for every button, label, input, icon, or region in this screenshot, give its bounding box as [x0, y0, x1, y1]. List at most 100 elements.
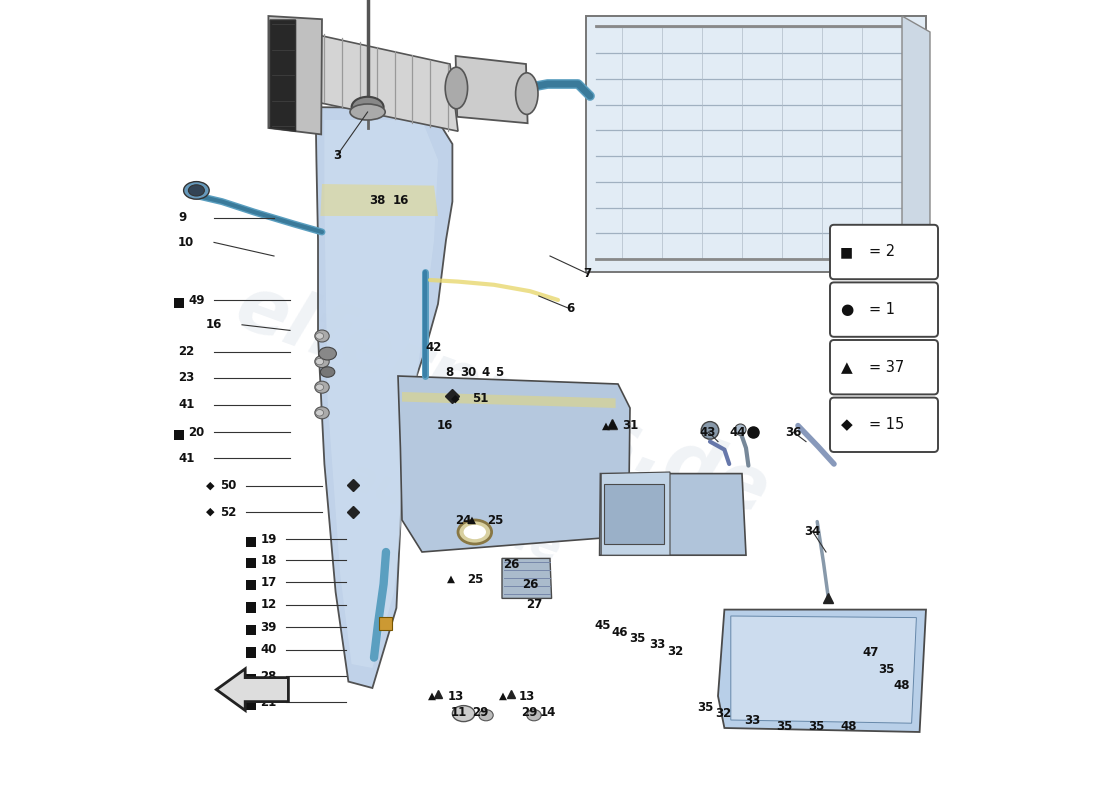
Bar: [246, 647, 255, 658]
Text: 17: 17: [261, 576, 277, 589]
Text: 35: 35: [777, 720, 793, 733]
Text: 49: 49: [188, 294, 205, 306]
Text: 20: 20: [188, 426, 205, 438]
Text: 23: 23: [178, 371, 195, 384]
Bar: [174, 430, 184, 440]
Text: 11: 11: [451, 706, 466, 718]
Bar: [246, 537, 255, 547]
Ellipse shape: [315, 381, 329, 393]
Text: 29: 29: [521, 706, 538, 718]
Text: 28: 28: [261, 670, 277, 682]
Text: 12: 12: [261, 598, 277, 611]
Polygon shape: [320, 184, 438, 216]
Ellipse shape: [188, 185, 205, 196]
Text: elferparts.de: elferparts.de: [226, 269, 779, 531]
Polygon shape: [502, 558, 551, 598]
Polygon shape: [268, 16, 322, 134]
Polygon shape: [311, 34, 458, 131]
Text: 4: 4: [481, 366, 490, 379]
Text: 48: 48: [840, 720, 857, 733]
Text: 46: 46: [612, 626, 628, 638]
Text: 29: 29: [472, 706, 488, 718]
Text: 33: 33: [649, 638, 666, 651]
Text: 39: 39: [261, 621, 277, 634]
Text: autoteile: autoteile: [341, 454, 568, 570]
Ellipse shape: [527, 710, 541, 721]
Polygon shape: [324, 120, 438, 668]
Polygon shape: [600, 474, 746, 555]
Text: 35: 35: [808, 720, 825, 733]
Text: 33: 33: [745, 714, 760, 726]
Text: 22: 22: [178, 346, 195, 358]
Text: 18: 18: [261, 554, 277, 566]
Text: 32: 32: [668, 645, 684, 658]
Text: 25: 25: [466, 573, 483, 586]
Text: 40: 40: [261, 643, 277, 656]
Polygon shape: [402, 392, 616, 408]
Text: ◆: ◆: [206, 507, 214, 517]
Ellipse shape: [319, 347, 337, 360]
Text: ▲: ▲: [498, 691, 507, 701]
Text: 14: 14: [539, 706, 556, 718]
Text: 26: 26: [522, 578, 539, 590]
Ellipse shape: [452, 706, 475, 722]
Ellipse shape: [516, 73, 538, 114]
Text: ▲: ▲: [840, 360, 852, 374]
Text: 3: 3: [333, 149, 341, 162]
Text: ▲: ▲: [468, 515, 475, 525]
Text: 35: 35: [629, 632, 646, 645]
Ellipse shape: [478, 710, 493, 721]
Text: ◆: ◆: [206, 481, 214, 490]
Text: 30: 30: [460, 366, 476, 379]
Ellipse shape: [446, 67, 468, 109]
Polygon shape: [270, 20, 296, 131]
Ellipse shape: [320, 366, 334, 378]
Bar: [246, 674, 255, 684]
Bar: [246, 580, 255, 590]
Text: 48: 48: [893, 679, 911, 692]
Ellipse shape: [352, 97, 384, 118]
Polygon shape: [730, 616, 916, 723]
Text: 31: 31: [621, 419, 638, 432]
Bar: [174, 298, 184, 308]
Polygon shape: [718, 610, 926, 732]
Text: 24: 24: [455, 514, 472, 526]
Text: 44: 44: [729, 426, 746, 438]
Ellipse shape: [735, 424, 746, 435]
Text: ◆: ◆: [451, 394, 460, 403]
Text: 25: 25: [487, 514, 504, 526]
Text: 16: 16: [206, 318, 222, 331]
FancyBboxPatch shape: [830, 340, 938, 394]
FancyArrow shape: [217, 669, 288, 710]
Text: 51: 51: [472, 392, 488, 405]
Ellipse shape: [316, 333, 323, 339]
Text: 9: 9: [178, 211, 186, 224]
Bar: [246, 602, 255, 613]
Text: 36: 36: [785, 426, 802, 438]
Bar: [604, 484, 664, 544]
Text: 34: 34: [804, 525, 821, 538]
Ellipse shape: [315, 406, 329, 419]
Polygon shape: [902, 16, 930, 272]
Text: 45: 45: [594, 619, 612, 632]
Ellipse shape: [458, 520, 492, 544]
Bar: [246, 625, 255, 635]
Text: 43: 43: [700, 426, 716, 438]
Text: ▲: ▲: [447, 574, 454, 584]
Text: = 1: = 1: [869, 302, 895, 317]
Text: 50: 50: [220, 479, 236, 492]
Text: 27: 27: [526, 598, 542, 611]
Text: 5: 5: [495, 366, 504, 379]
Ellipse shape: [701, 422, 718, 439]
Text: = 2: = 2: [869, 245, 895, 259]
Text: 52: 52: [220, 506, 236, 518]
Text: 32: 32: [715, 707, 732, 720]
Text: 42: 42: [426, 341, 442, 354]
Text: 21: 21: [261, 696, 277, 709]
Ellipse shape: [316, 410, 323, 416]
Polygon shape: [316, 107, 452, 688]
Bar: [246, 558, 255, 568]
Ellipse shape: [350, 104, 385, 120]
Text: 26: 26: [504, 558, 520, 571]
Polygon shape: [455, 56, 528, 123]
